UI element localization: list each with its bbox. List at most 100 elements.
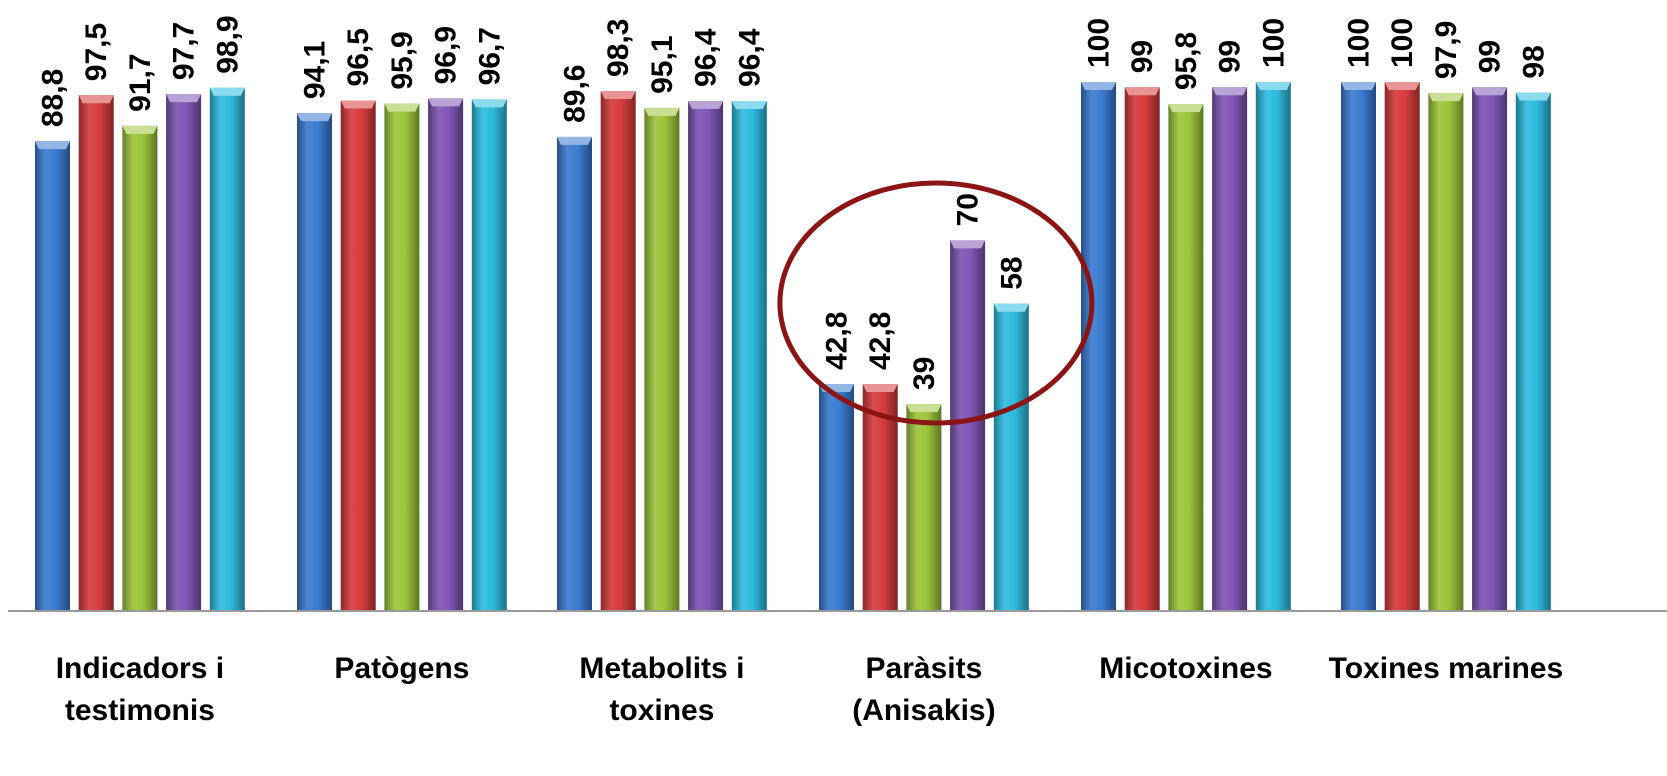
bar: [732, 101, 767, 610]
bar-cap: [732, 101, 767, 109]
value-labels-layer: 88,8 97,5 91,7 97,7 98,9 94,1 96,5 95,9 96,9 96,7…: [37, 15, 1551, 390]
data-label: 42,8: [821, 312, 854, 370]
bar: [1212, 87, 1247, 610]
tick-label: Metabolits i: [579, 652, 744, 685]
tick-label: Toxines marines: [1329, 652, 1564, 685]
bar: [1256, 82, 1291, 610]
bar-cap: [601, 91, 636, 99]
tick-label: toxines: [609, 694, 714, 727]
bar: [644, 108, 679, 610]
bar-cap: [1341, 82, 1376, 90]
bar: [122, 126, 157, 610]
bar-cap: [950, 240, 985, 248]
data-label: 96,5: [342, 28, 375, 86]
data-label: 58: [995, 256, 1028, 289]
tick-label: (Anisakis): [852, 694, 995, 727]
data-label: 39: [908, 357, 941, 390]
bar-cap: [210, 88, 245, 96]
data-label: 98,9: [211, 15, 244, 73]
bar: [601, 91, 636, 610]
bar-cap: [1125, 87, 1160, 95]
bar-cap: [994, 304, 1029, 312]
bar: [384, 104, 419, 610]
bar: [1168, 104, 1203, 610]
bar: [1341, 82, 1376, 610]
bar-cap: [297, 113, 332, 121]
bar-cap: [1256, 82, 1291, 90]
bar-cap: [1516, 93, 1551, 101]
data-label: 100: [1257, 18, 1290, 68]
bar: [906, 404, 941, 610]
data-label: 98: [1517, 45, 1550, 78]
bar-cap: [1081, 82, 1116, 90]
bar: [210, 88, 245, 610]
bar-cap: [35, 141, 70, 149]
tick-label: Patògens: [334, 652, 469, 685]
bar: [1428, 93, 1463, 610]
data-label: 95,1: [646, 35, 679, 93]
data-label: 98,3: [602, 19, 635, 77]
bar-cap: [341, 100, 376, 108]
bar: [428, 98, 463, 610]
category-labels-layer: Indicadors itestimonisPatògens Metabolits…: [56, 652, 1563, 727]
data-label: 97,5: [80, 23, 113, 81]
data-label: 91,7: [124, 53, 157, 111]
data-label: 100: [1386, 18, 1419, 68]
tick-label: Paràsits: [866, 652, 983, 685]
bar: [1516, 93, 1551, 610]
data-label: 94,1: [299, 41, 332, 99]
data-label: 95,9: [386, 31, 419, 89]
bar: [472, 99, 507, 610]
bar-cap: [122, 126, 157, 134]
bar-cap: [644, 108, 679, 116]
bar-cap: [1472, 87, 1507, 95]
data-label: 97,7: [168, 22, 201, 80]
bar: [1125, 87, 1160, 610]
bar-cap: [166, 94, 201, 102]
bar-cap: [863, 384, 898, 392]
data-label: 99: [1474, 40, 1507, 73]
bar: [557, 137, 592, 610]
bar: [35, 141, 70, 610]
data-label: 42,8: [864, 312, 897, 370]
data-label: 96,7: [473, 27, 506, 85]
bar-cap: [428, 98, 463, 106]
bar-cap: [384, 104, 419, 112]
bar: [1472, 87, 1507, 610]
data-label: 96,4: [690, 28, 723, 87]
data-label: 99: [1214, 40, 1247, 73]
data-label: 99: [1126, 40, 1159, 73]
bar-cap: [906, 404, 941, 412]
bar: [297, 113, 332, 610]
data-label: 88,8: [37, 69, 70, 127]
bar-cap: [472, 99, 507, 107]
data-label: 95,8: [1170, 32, 1203, 90]
data-label: 100: [1343, 18, 1376, 68]
bar-cap: [1212, 87, 1247, 95]
bar: [79, 95, 114, 610]
data-label: 96,9: [430, 26, 463, 84]
bar-cap: [1385, 82, 1420, 90]
bar: [950, 240, 985, 610]
data-label: 89,6: [559, 65, 592, 123]
bar: [994, 304, 1029, 610]
bar: [688, 101, 723, 610]
bar: [341, 100, 376, 610]
bar-cap: [79, 95, 114, 103]
bar: [819, 384, 854, 610]
bar-cap: [688, 101, 723, 109]
data-label: 70: [952, 193, 985, 226]
tick-label: Indicadors i: [56, 652, 224, 685]
bar-cap: [1428, 93, 1463, 101]
data-label: 97,9: [1430, 21, 1463, 79]
bar: [1385, 82, 1420, 610]
data-label: 100: [1083, 18, 1116, 68]
bar-cap: [557, 137, 592, 145]
tick-label: Micotoxines: [1099, 652, 1272, 685]
bar-cap: [1168, 104, 1203, 112]
data-label: 96,4: [733, 28, 766, 87]
bar: [1081, 82, 1116, 610]
bar: [166, 94, 201, 610]
